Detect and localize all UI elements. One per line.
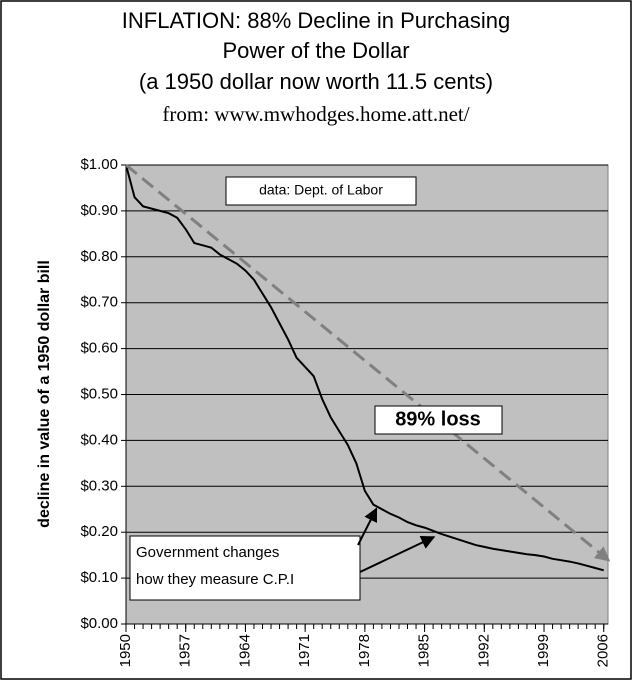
title-line: INFLATION: 88% Decline in Purchasing [122, 8, 510, 33]
y-tick-label: $0.60 [80, 340, 118, 357]
y-tick-label: $0.50 [80, 385, 118, 402]
x-tick-label: 1985 [416, 634, 433, 667]
x-tick-label: 1971 [296, 634, 313, 667]
x-tick-label: 1999 [535, 634, 552, 667]
x-tick-label: 1957 [177, 634, 194, 667]
x-tick-label: 1992 [475, 634, 492, 667]
y-tick-label: $0.70 [80, 294, 118, 311]
x-tick-label: 1950 [117, 634, 134, 667]
annotation: data: Dept. of Labor [259, 182, 383, 198]
y-tick-label: $0.80 [80, 248, 118, 265]
y-axis-label: decline in value of a 1950 dollar bill [36, 260, 53, 528]
x-tick-label: 2006 [595, 634, 612, 667]
y-tick-label: $0.30 [80, 477, 118, 494]
x-tick-label: 1964 [236, 634, 253, 667]
y-tick-label: $0.40 [80, 431, 118, 448]
annotation: Government changes [136, 544, 279, 561]
x-tick-label: 1978 [356, 634, 373, 667]
y-tick-label: $0.10 [80, 569, 118, 586]
annotation-box [129, 535, 361, 601]
y-tick-label: $1.00 [80, 156, 118, 173]
title-line: Power of the Dollar [222, 38, 409, 63]
annotation-box [374, 405, 503, 435]
arrow [357, 507, 378, 546]
data-line [125, 164, 604, 572]
annotation: how they measure C.P.I [136, 571, 294, 588]
arrow [359, 536, 436, 573]
y-tick-label: $0.20 [80, 523, 118, 540]
annotation: 89% loss [395, 408, 481, 430]
subtitle: from: www.mwhodges.home.att.net/ [162, 102, 469, 126]
y-tick-label: $0.90 [80, 202, 118, 219]
annotation-box [225, 176, 417, 206]
title-line: (a 1950 dollar now worth 11.5 cents) [139, 69, 493, 94]
y-tick-label: $0.00 [80, 615, 118, 632]
